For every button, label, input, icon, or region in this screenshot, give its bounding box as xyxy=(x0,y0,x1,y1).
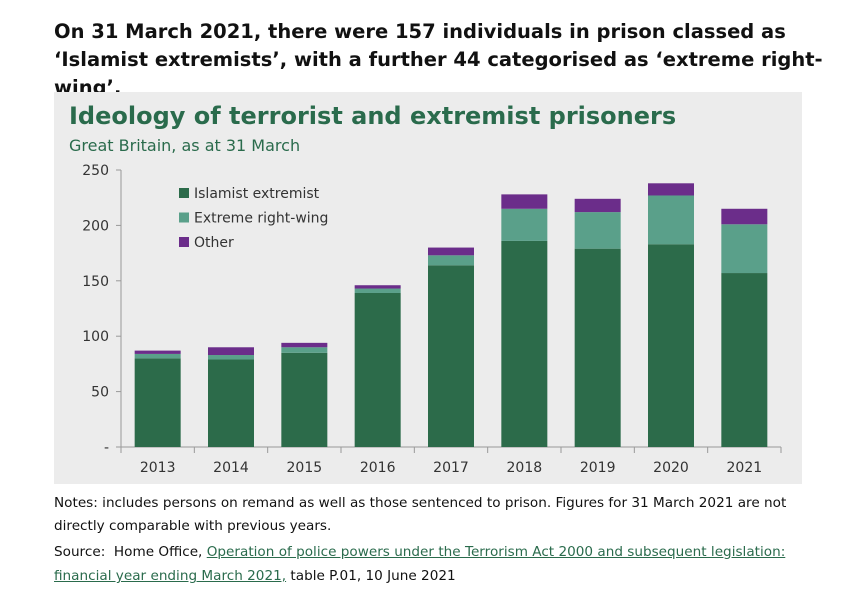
y-tick-label: 150 xyxy=(82,274,109,290)
y-tick-label: 100 xyxy=(82,329,109,345)
bar-extreme-right-wing-2017 xyxy=(428,255,474,266)
headline: On 31 March 2021, there were 157 individ… xyxy=(54,20,823,99)
bar-other-2013 xyxy=(134,350,181,354)
x-tick-label: 2016 xyxy=(360,460,396,476)
y-tick-label: 250 xyxy=(82,163,109,179)
chart-notes: Notes: includes persons on remand as wel… xyxy=(54,495,787,534)
bar-islamist-extremist-2019 xyxy=(574,248,621,447)
x-tick-label: 2013 xyxy=(140,460,176,476)
bar-extreme-right-wing-2013 xyxy=(134,353,181,359)
x-tick-label: 2017 xyxy=(433,460,469,476)
bar-islamist-extremist-2014 xyxy=(208,359,254,447)
bar-extreme-right-wing-2019 xyxy=(574,212,621,249)
source-line: Source: Home Office, Operation of police… xyxy=(54,540,814,588)
y-tick-label: 200 xyxy=(82,218,109,234)
x-tick-label: 2015 xyxy=(287,460,323,476)
source-link[interactable]: Operation of police powers under the Ter… xyxy=(54,544,786,584)
legend-swatch xyxy=(179,188,189,198)
x-tick-label: 2020 xyxy=(653,460,689,476)
bar-islamist-extremist-2013 xyxy=(134,358,181,447)
bar-islamist-extremist-2018 xyxy=(501,240,548,447)
x-tick-label: 2019 xyxy=(580,460,616,476)
legend-label: Other xyxy=(194,235,234,251)
legend-swatch xyxy=(179,237,189,247)
bar-islamist-extremist-2020 xyxy=(648,244,694,447)
bar-other-2014 xyxy=(208,347,254,356)
bar-extreme-right-wing-2021 xyxy=(721,224,768,274)
bar-other-2016 xyxy=(354,285,401,289)
stacked-bar-chart: - 50 100 150 200 250 2013 2014 2015 2016 2017 2018 2… xyxy=(82,163,782,476)
legend-label: Extreme right-wing xyxy=(194,211,328,227)
bar-islamist-extremist-2017 xyxy=(428,265,474,447)
chart-title: Ideology of terrorist and extremist pris… xyxy=(69,102,677,130)
bar-extreme-right-wing-2016 xyxy=(354,288,401,293)
bar-islamist-extremist-2016 xyxy=(354,292,401,447)
bar-other-2018 xyxy=(501,194,548,209)
bar-extreme-right-wing-2020 xyxy=(648,195,694,245)
x-tick-label: 2018 xyxy=(507,460,543,476)
bar-islamist-extremist-2021 xyxy=(721,273,768,447)
bar-extreme-right-wing-2018 xyxy=(501,208,548,241)
legend-label: Islamist extremist xyxy=(194,186,320,202)
bar-other-2021 xyxy=(721,208,768,225)
bar-other-2020 xyxy=(648,183,694,196)
x-tick-label: 2021 xyxy=(727,460,763,476)
y-tick-label: 50 xyxy=(91,385,109,401)
bar-extreme-right-wing-2015 xyxy=(281,347,328,353)
x-tick-label: 2014 xyxy=(213,460,249,476)
bar-extreme-right-wing-2014 xyxy=(208,355,254,360)
legend-swatch xyxy=(179,212,189,223)
bar-other-2017 xyxy=(428,247,474,256)
chart-subtitle: Great Britain, as at 31 March xyxy=(69,136,301,155)
chart-panel: Ideology of terrorist and extremist pris… xyxy=(54,92,802,484)
y-tick-label: - xyxy=(104,440,109,456)
source-suffix: table P.01, 10 June 2021 xyxy=(290,568,456,584)
bar-other-2015 xyxy=(281,342,328,348)
bar-other-2019 xyxy=(574,198,621,213)
bar-islamist-extremist-2015 xyxy=(281,352,328,447)
source-prefix: Source: Home Office, xyxy=(54,544,203,560)
